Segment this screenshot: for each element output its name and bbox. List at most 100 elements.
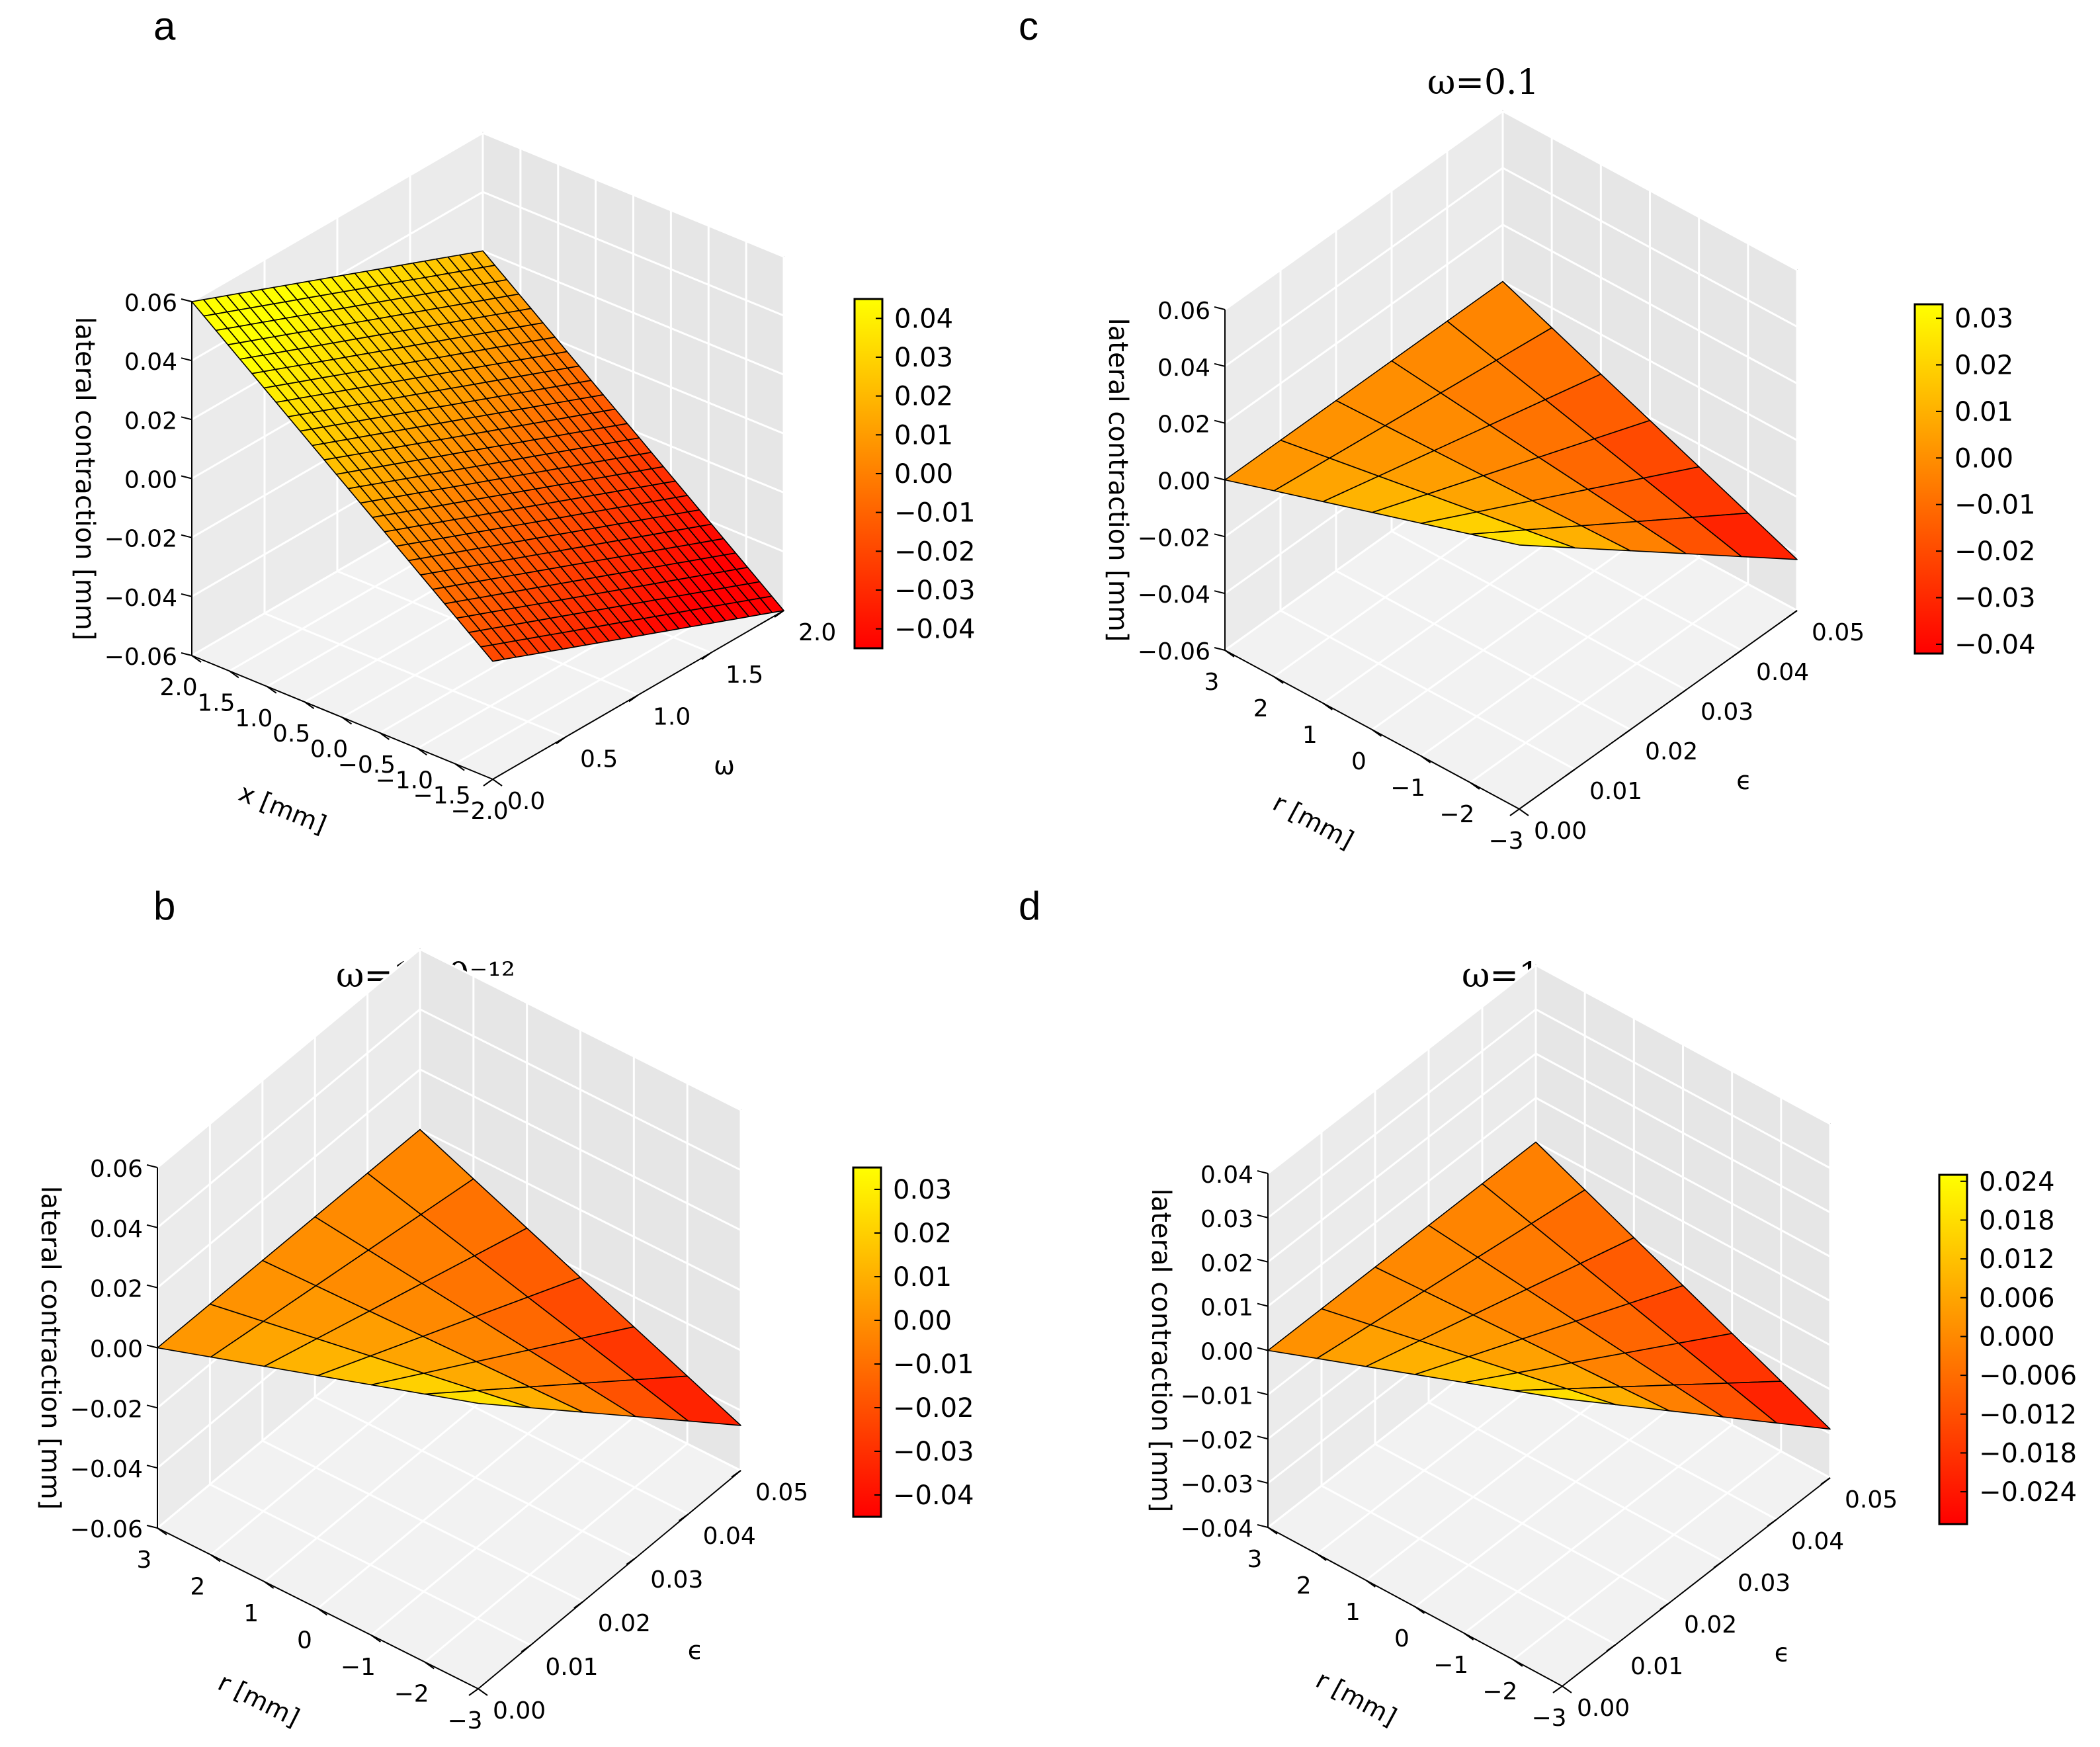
chart-panel-c: −3−2−101230.000.010.020.030.040.05−0.06−… — [1103, 110, 2036, 855]
colorbar-tick-label: −0.03 — [1954, 583, 2036, 614]
z-tick-label: −0.02 — [105, 526, 177, 553]
gridline-y — [1321, 1484, 1617, 1646]
gridline-z — [1535, 1097, 1831, 1257]
y-tick-label: 2.0 — [798, 619, 836, 646]
panel-title-c: ω=0.1 — [1427, 63, 1539, 103]
gridline-x — [1371, 530, 1651, 731]
y-tick — [1659, 1602, 1670, 1610]
colorbar-tick-label: 0.03 — [893, 1175, 952, 1205]
gridline-z — [419, 1008, 741, 1172]
gridline-z — [1224, 224, 1503, 424]
gridline-z — [482, 249, 784, 376]
colorbar-tick-label: 0.00 — [894, 459, 953, 490]
x-tick-label: 0 — [297, 1627, 312, 1654]
z-tick-label: 0.02 — [90, 1276, 143, 1303]
z-tick-label: −0.02 — [1181, 1427, 1253, 1454]
y-tick — [521, 1644, 531, 1652]
colorbar-tick-label: 0.01 — [894, 420, 953, 450]
x-tick — [424, 1661, 435, 1670]
colorbar-tick-label: −0.03 — [893, 1437, 974, 1467]
gridline-y — [264, 612, 566, 738]
gridline-y — [1335, 570, 1631, 731]
y-tick-label: 0.01 — [545, 1654, 598, 1681]
z-tick — [181, 593, 192, 597]
colorbar-tick-label: −0.03 — [894, 575, 976, 606]
x-tick — [1224, 650, 1235, 658]
gridline-z — [1267, 1097, 1536, 1307]
z-tick — [146, 1404, 158, 1409]
panel-letter-b: b — [153, 884, 176, 928]
colorbar-tick-label: 0.02 — [1954, 351, 2013, 381]
z-tick — [181, 475, 192, 480]
z-tick-label: −0.03 — [1181, 1471, 1253, 1498]
gridline-z — [419, 1129, 741, 1291]
surface-facet — [480, 644, 505, 662]
x-tick-label: 3 — [137, 1547, 152, 1574]
colorbar-tick-label: −0.04 — [1954, 630, 2036, 660]
y-tick — [774, 610, 784, 618]
y-tick — [1787, 610, 1798, 618]
z-tick — [181, 416, 192, 421]
gridline-x — [370, 1416, 635, 1637]
x-tick-label: 1 — [1345, 1599, 1361, 1626]
x-axis-label: r [mm] — [1268, 788, 1359, 855]
z-tick-label: −0.04 — [1138, 581, 1210, 609]
gridline-z — [1224, 167, 1503, 368]
x-tick — [317, 1607, 328, 1616]
gridline-z — [1502, 280, 1798, 441]
z-tick-label: −0.02 — [70, 1396, 143, 1423]
colorbar-tick-label: −0.02 — [894, 536, 976, 567]
gridline-z — [482, 132, 784, 258]
z-tick — [1257, 1258, 1269, 1263]
z-tick-label: −0.02 — [1138, 525, 1210, 552]
gridline-z — [157, 948, 421, 1169]
z-tick — [1214, 419, 1226, 424]
colorbar-tick-label: 0.00 — [1954, 443, 2013, 474]
z-tick-label: 0.06 — [90, 1156, 143, 1183]
z-tick-label: −0.06 — [70, 1516, 143, 1543]
z-tick-label: −0.06 — [1138, 638, 1210, 665]
x-tick — [1562, 1685, 1572, 1693]
x-tick — [210, 1554, 221, 1562]
gridline-z — [419, 948, 741, 1111]
colorbar-tick-label: −0.02 — [1954, 536, 2036, 567]
y-tick — [1620, 729, 1631, 737]
y-tick-label: 0.04 — [1791, 1528, 1844, 1555]
x-tick-label: 3 — [1247, 1546, 1263, 1573]
z-tick-label: 0.02 — [124, 407, 177, 435]
x-tick — [1464, 1633, 1474, 1640]
chart-panel-a: −2.0−1.5−1.0−0.50.00.51.01.52.00.00.51.0… — [69, 132, 976, 839]
y-tick — [1732, 650, 1742, 658]
y-tick-label: 0.05 — [1845, 1486, 1898, 1513]
z-tick — [1214, 306, 1226, 310]
y-tick-label: 0.04 — [1756, 659, 1809, 686]
x-tick-label: −0.5 — [338, 751, 396, 779]
colorbar-tick-label: 0.01 — [893, 1262, 952, 1293]
y-tick — [1767, 1519, 1777, 1527]
z-tick-label: 0.06 — [124, 290, 177, 317]
x-tick-label: −3 — [447, 1707, 482, 1734]
z-tick-label: −0.04 — [1181, 1515, 1253, 1543]
z-tick-label: 0.04 — [1200, 1162, 1253, 1189]
y-tick — [1565, 769, 1575, 777]
colorbar-tick-label: 0.02 — [894, 382, 953, 412]
x-tick-label: 1 — [1302, 722, 1318, 749]
z-tick — [1214, 476, 1226, 481]
y-tick-label: 0.01 — [1589, 778, 1642, 805]
z-tick — [146, 1224, 158, 1228]
x-tick-label: 3 — [1204, 669, 1220, 696]
colorbar — [1938, 1173, 1968, 1525]
y-axis-label: ω — [714, 751, 735, 781]
y-tick-label: 0.02 — [598, 1610, 651, 1637]
y-axis-label: ϵ — [1775, 1639, 1790, 1668]
colorbar-tick-label: −0.01 — [1954, 490, 2036, 521]
surface-facet — [1470, 529, 1575, 549]
z-tick — [1257, 1347, 1269, 1351]
y-tick — [1509, 808, 1520, 816]
x-tick-label: −1 — [341, 1654, 376, 1681]
x-tick — [370, 1635, 381, 1642]
x-tick — [379, 732, 390, 740]
y-tick-label: 0.02 — [1684, 1611, 1737, 1639]
colorbar-tick-label: −0.01 — [893, 1349, 974, 1380]
gridline-y — [262, 1439, 584, 1603]
